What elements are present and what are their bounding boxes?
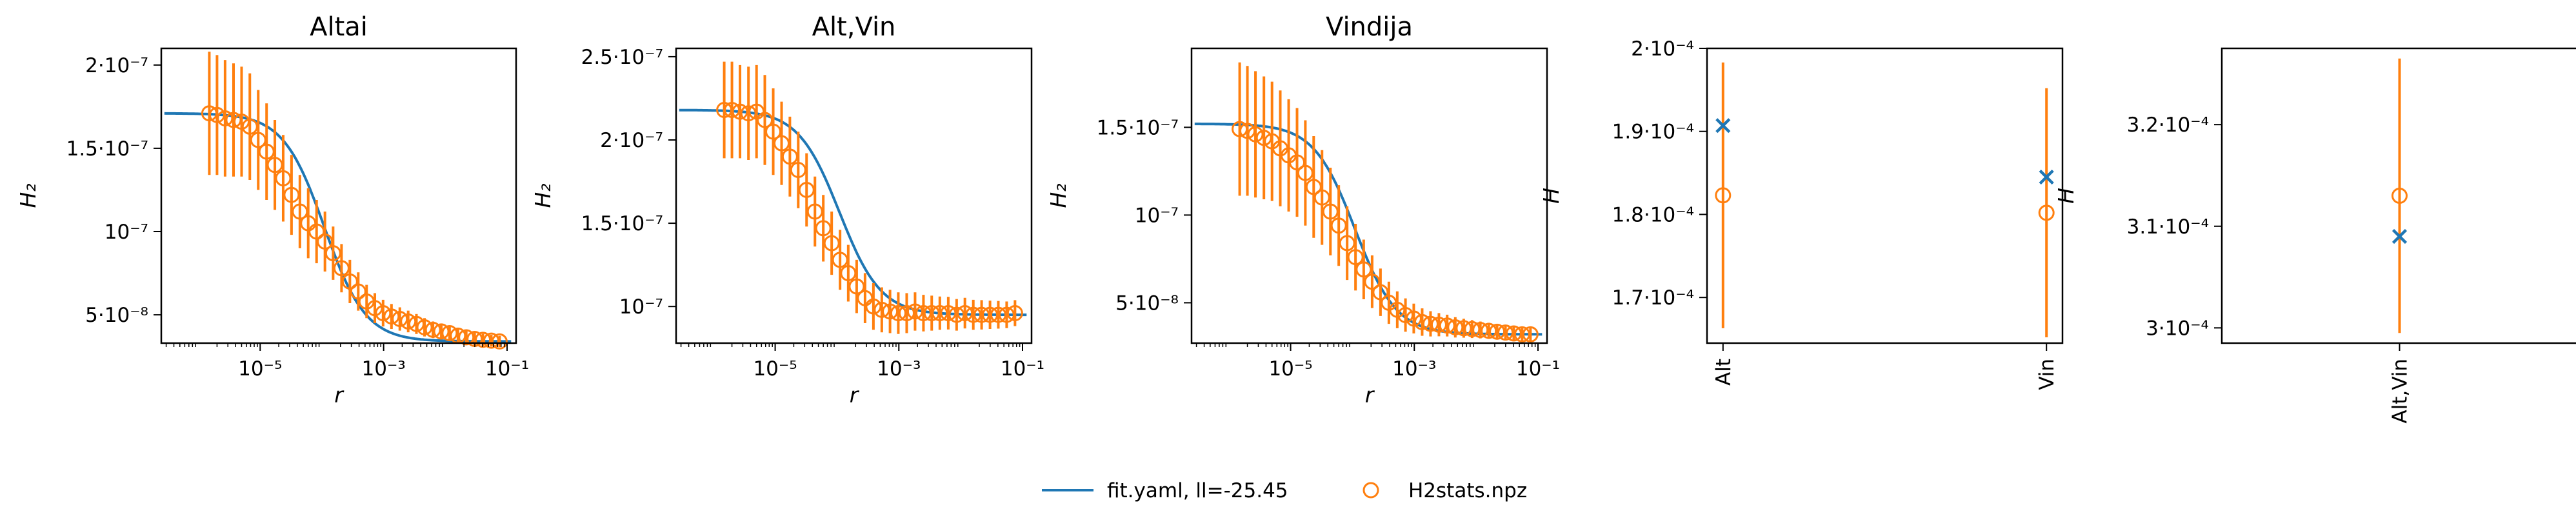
axes-frame — [160, 47, 517, 344]
y-tick-label: 5·10⁻⁸ — [1115, 292, 1179, 315]
x-tick-label: Alt,Vin — [2389, 359, 2412, 424]
y-axis-label: H — [1539, 188, 1564, 204]
y-tick-label: 10⁻⁷ — [619, 295, 663, 319]
y-tick-label: 2.5·10⁻⁷ — [581, 46, 663, 69]
panel-title: Altai — [310, 12, 368, 42]
data-point — [217, 110, 234, 126]
axes-frame — [1706, 47, 2064, 344]
axes-frame — [675, 47, 1033, 344]
data-point — [491, 333, 508, 350]
x-tick-label: 10⁻¹ — [1001, 357, 1044, 381]
x-tick-label: 10⁻¹ — [1516, 357, 1560, 381]
axes-frame — [1190, 47, 1548, 344]
panel-1: 10⁻⁵ 10⁻³ 10⁻¹ r 5·10⁻⁸ 10⁻⁷ 1.5·10⁻⁷ 2·10⁻⁷ H₂ A… — [15, 12, 529, 408]
legend-data-label: H2stats.npz — [1408, 479, 1527, 502]
y-tick-label: 1.7·10⁻⁴ — [1612, 286, 1694, 310]
data-point — [2391, 188, 2408, 204]
y-tick-label: 10⁻⁷ — [1135, 204, 1179, 227]
model-curve — [679, 108, 1027, 317]
data-point — [1472, 322, 1489, 339]
x-tick-label: 10⁻⁵ — [753, 357, 797, 381]
data-point — [890, 305, 906, 322]
y-tick-label: 2·10⁻⁷ — [600, 129, 663, 152]
data-point — [757, 112, 774, 128]
y-tick-label: 1.8·10⁻⁴ — [1612, 203, 1694, 226]
data-point — [932, 305, 948, 322]
data-point — [416, 319, 433, 335]
legend-data-marker — [1363, 482, 1379, 499]
y-tick-label: 1.5·10⁻⁷ — [66, 137, 148, 161]
data-point — [840, 265, 857, 282]
data-point — [1489, 323, 1506, 340]
model-marker — [2391, 228, 2408, 244]
x-axis-label: r — [334, 382, 344, 408]
panel-title: Vindija — [1326, 12, 1413, 42]
y-tick-label: 3.1·10⁻⁴ — [2127, 215, 2209, 239]
data-point — [2038, 204, 2055, 221]
y-axis-label: H₂ — [1046, 183, 1071, 208]
x-tick-label: Alt — [1712, 359, 1735, 386]
x-axis-label: r — [850, 382, 860, 408]
y-tick-label: 5·10⁻⁸ — [85, 304, 148, 327]
y-tick-label: 3.2·10⁻⁴ — [2127, 114, 2209, 137]
panel-4: Alt Vin 1.7·10⁻⁴ 1.8·10⁻⁴ 1.9·10⁻⁴ 2·10⁻⁴ H — [1539, 37, 2064, 390]
y-axis-label: H₂ — [15, 183, 41, 208]
data-point — [1330, 217, 1347, 234]
data-point — [1405, 310, 1422, 327]
data-point — [973, 306, 990, 323]
data-point — [1447, 319, 1464, 336]
data-point — [1006, 305, 1023, 322]
y-tick-label: 1.9·10⁻⁴ — [1612, 121, 1694, 144]
panel-3: 10⁻⁵ 10⁻³ 10⁻¹ r 5·10⁻⁸ 10⁻⁷ 1.5·10⁻⁷ H₂ Vindija — [1046, 12, 1560, 408]
x-axis-label: r — [1365, 382, 1375, 408]
axes-frame — [2221, 47, 2576, 344]
data-point — [732, 103, 748, 120]
y-tick-label: 2·10⁻⁴ — [1631, 37, 1694, 61]
data-point — [441, 325, 458, 342]
y-tick-label: 3·10⁻⁴ — [2146, 317, 2209, 340]
y-axis-label: H — [2053, 188, 2079, 204]
data-point — [957, 305, 973, 322]
model-marker — [2039, 169, 2054, 185]
panel-5: Alt,Vin 3·10⁻⁴ 3.1·10⁻⁴ 3.2·10⁻⁴ H — [2053, 47, 2576, 424]
panel-2: 10⁻⁵ 10⁻³ 10⁻¹ r 10⁻⁷ 1.5·10⁻⁷ 2·10⁻⁷ 2.5·10⁻⁷ H… — [530, 12, 1044, 408]
y-axis-label: H₂ — [530, 183, 555, 208]
x-tick-label: Vin — [2035, 359, 2059, 390]
legend-model-label: fit.yaml, ll=-25.45 — [1107, 479, 1288, 502]
data-point — [1355, 261, 1372, 278]
data-point — [375, 305, 392, 322]
x-tick-label: 10⁻³ — [877, 357, 921, 381]
x-tick-label: 10⁻¹ — [485, 357, 529, 381]
data-point — [1247, 126, 1264, 143]
model-marker — [1715, 118, 1731, 134]
y-tick-label: 1.5·10⁻⁷ — [1097, 116, 1179, 139]
legend: fit.yaml, ll=-25.45 H2stats.npz — [1042, 479, 1527, 502]
panel-title: Alt,Vin — [812, 12, 896, 42]
data-point — [241, 118, 258, 135]
x-tick-label: 10⁻⁵ — [238, 357, 282, 381]
y-tick-label: 10⁻⁷ — [105, 221, 148, 244]
x-tick-label: 10⁻⁵ — [1268, 357, 1312, 381]
x-tick-label: 10⁻³ — [362, 357, 406, 381]
y-tick-label: 2·10⁻⁷ — [85, 54, 148, 77]
data-point — [1522, 326, 1539, 342]
y-tick-label: 1.5·10⁻⁷ — [581, 212, 663, 235]
data-point — [1715, 187, 1732, 204]
data-point — [815, 220, 832, 237]
data-point — [324, 245, 341, 262]
x-tick-label: 10⁻³ — [1392, 357, 1436, 381]
